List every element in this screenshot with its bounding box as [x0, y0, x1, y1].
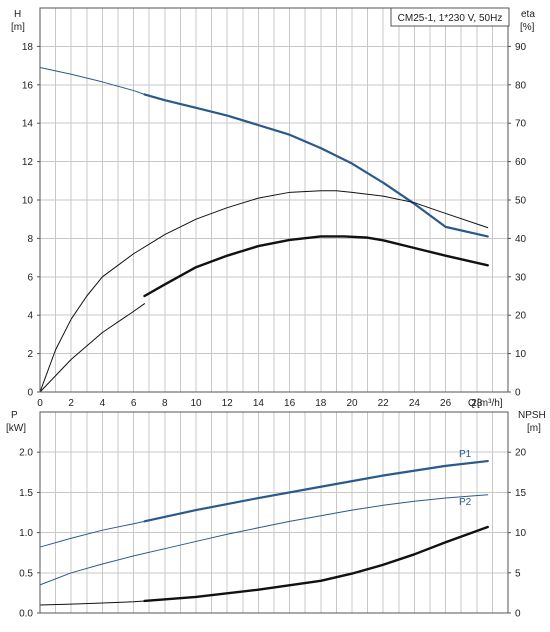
bottom-curve-3	[39, 600, 146, 606]
x-tick-label: 14	[253, 398, 265, 409]
x-tick-label: 28	[471, 398, 483, 409]
x-tick-label: 24	[409, 398, 421, 409]
x-tick-label: 20	[346, 398, 358, 409]
top-left-tick-label: 10	[22, 196, 34, 207]
top-left-tick-label: 18	[22, 42, 34, 53]
x-tick-label: 16	[284, 398, 296, 409]
x-tick-label: 4	[100, 398, 106, 409]
eta-axis-symbol: eta	[521, 9, 535, 20]
top-curve-1	[143, 93, 489, 238]
bottom-curve-1	[143, 459, 489, 523]
power-axis-unit: [kW]	[6, 423, 26, 434]
eta-axis-unit: [%]	[520, 22, 535, 33]
npsh-axis-unit: [m]	[527, 423, 541, 434]
top-left-tick-label: 2	[27, 349, 33, 360]
head-axis-unit: [m]	[11, 22, 25, 33]
x-tick-label: 0	[37, 398, 43, 409]
x-tick-label: 6	[131, 398, 137, 409]
x-tick-label: 26	[440, 398, 452, 409]
top-right-tick-label: 80	[515, 80, 527, 91]
top-right-tick-label: 90	[515, 42, 527, 53]
top-left-tick-label: 12	[22, 157, 34, 168]
top-left-tick-label: 6	[27, 272, 33, 283]
bottom-left-tick-label: 1.0	[19, 528, 33, 539]
top-right-tick-label: 40	[515, 234, 527, 245]
x-tick-label: 8	[162, 398, 168, 409]
bottom-curve-2	[39, 494, 489, 586]
bottom-left-tick-label: 0.0	[19, 609, 33, 620]
x-tick-label: 18	[315, 398, 327, 409]
top-left-tick-label: 16	[22, 80, 34, 91]
top-right-tick-label: 50	[515, 196, 527, 207]
top-curve-3	[39, 303, 146, 393]
bottom-curve-4	[143, 525, 489, 603]
power-axis-symbol: P	[11, 410, 18, 421]
x-tick-label: 10	[190, 398, 202, 409]
p2-curve-label: P2	[459, 497, 472, 508]
bottom-right-tick-label: 10	[515, 528, 527, 539]
top-left-tick-label: 8	[27, 234, 33, 245]
flow-axis-unit: [m³/h]	[477, 398, 503, 409]
frame-layer	[37, 7, 511, 614]
top-right-tick-label: 60	[515, 157, 527, 168]
bottom-plot-frame	[39, 411, 509, 614]
head-axis-symbol: H	[14, 9, 21, 20]
top-right-tick-label: 10	[515, 349, 527, 360]
bottom-curve-0	[39, 520, 146, 548]
grid-layer	[40, 7, 508, 613]
top-curve-4	[143, 235, 489, 298]
curve-layer	[39, 67, 489, 606]
title-box	[390, 7, 510, 27]
chart-title: CM25-1, 1*230 V, 50Hz	[398, 13, 503, 24]
top-curve-0	[39, 67, 146, 95]
bottom-left-tick-label: 0.5	[19, 568, 33, 579]
top-right-tick-label: 30	[515, 272, 527, 283]
p1-curve-label: P1	[459, 449, 472, 460]
npsh-axis-symbol: NPSH	[518, 410, 546, 421]
bottom-right-tick-label: 5	[515, 568, 521, 579]
top-left-tick-label: 0	[27, 388, 33, 399]
top-right-tick-label: 20	[515, 311, 527, 322]
top-right-tick-label: 0	[515, 388, 521, 399]
bottom-right-tick-label: 0	[515, 609, 521, 620]
top-curve-2	[39, 190, 489, 393]
top-left-tick-label: 4	[27, 311, 33, 322]
x-tick-label: 2	[68, 398, 74, 409]
top-left-tick-label: 14	[22, 119, 34, 130]
bottom-left-tick-label: 1.5	[19, 488, 33, 499]
top-right-tick-label: 70	[515, 119, 527, 130]
flow-axis-symbol: Q	[468, 398, 476, 409]
bottom-right-tick-label: 20	[515, 448, 527, 459]
x-tick-label: 12	[222, 398, 234, 409]
x-tick-label: 22	[378, 398, 390, 409]
bottom-left-tick-label: 2.0	[19, 448, 33, 459]
bottom-right-tick-label: 15	[515, 488, 527, 499]
